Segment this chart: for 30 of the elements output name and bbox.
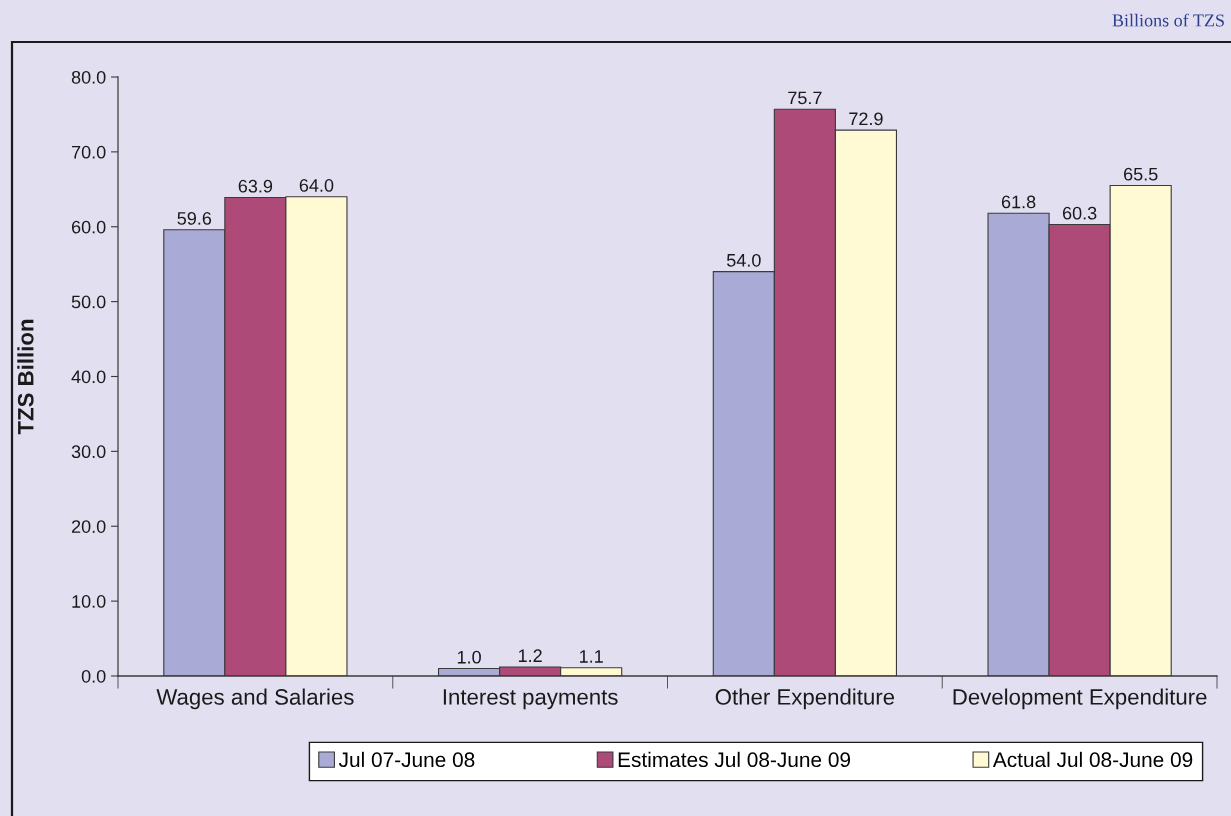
data-label: 72.9 (849, 112, 883, 126)
y-tick-label: 80.0 (71, 70, 106, 84)
data-label: 60.3 (1062, 206, 1097, 220)
data-label: 64.0 (299, 179, 334, 192)
data-label: 1.2 (518, 649, 542, 662)
legend-label: Jul 07-June 08 (338, 751, 475, 768)
data-label: 1.0 (457, 650, 481, 664)
data-label: 59.6 (177, 212, 212, 225)
y-tick-label: 30.0 (71, 445, 106, 459)
y-tick-label: 70.0 (71, 145, 106, 159)
y-tick-label: 0.0 (81, 669, 106, 683)
data-label: 65.5 (1124, 167, 1158, 181)
legend-label: Estimates Jul 08-June 09 (618, 751, 851, 768)
data-label: 63.9 (238, 179, 273, 193)
x-tick-label: Other Expenditure (715, 688, 895, 710)
y-tick-label: 40.0 (71, 370, 106, 384)
data-label: 54.0 (726, 253, 761, 267)
x-tick-label: Development Expenditure (953, 688, 1207, 710)
x-tick-label: Interest payments (443, 689, 618, 710)
text: Billions of TZS (1112, 13, 1224, 27)
data-label: 1.1 (580, 650, 603, 663)
y-tick-label: 60.0 (71, 220, 106, 234)
data-label: 61.8 (1001, 195, 1036, 209)
y-axis-title: TZS Billion (17, 319, 34, 435)
x-tick-label: Wages and Salaries (156, 688, 354, 710)
y-tick-label: 10.0 (72, 595, 106, 608)
legend-label: Actual Jul 08-June 09 (992, 751, 1193, 768)
y-tick-label: 20.0 (71, 520, 106, 533)
y-tick-label: 50.0 (71, 295, 106, 309)
data-label: 75.7 (788, 91, 822, 105)
